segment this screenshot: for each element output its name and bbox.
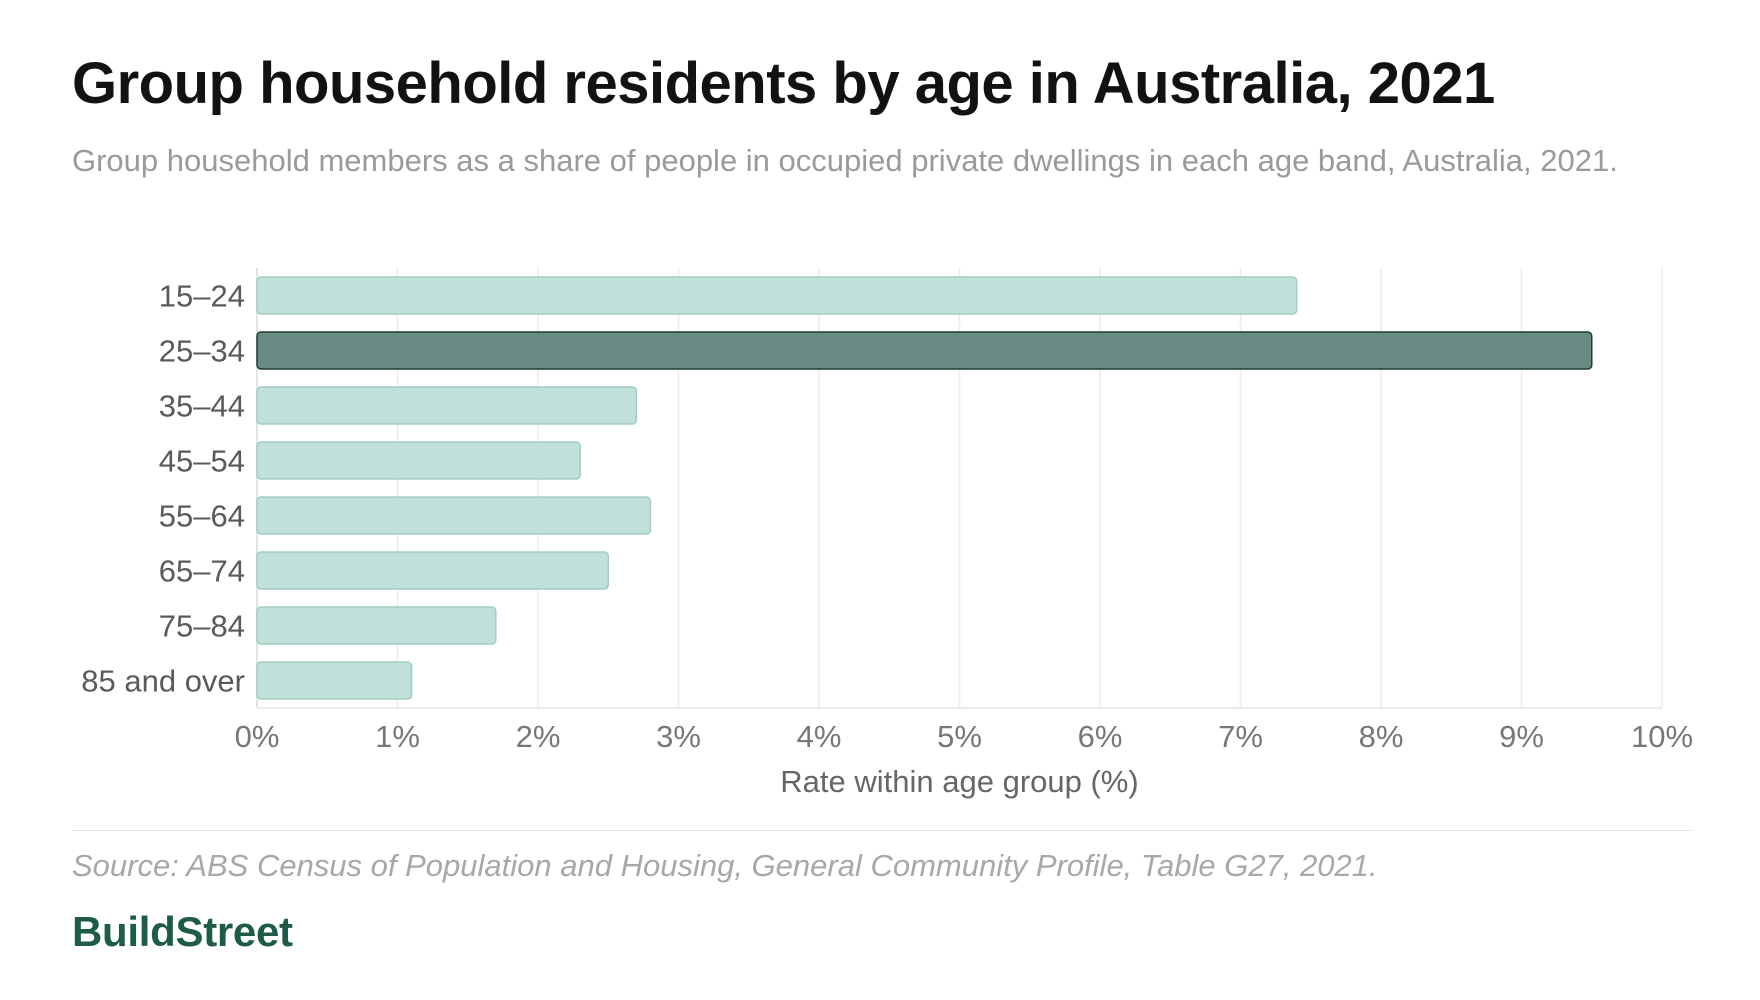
x-tick-label: 2% [516, 719, 561, 754]
category-label: 45–54 [159, 444, 245, 479]
chart-title: Group household residents by age in Aust… [72, 51, 1495, 116]
category-label: 65–74 [159, 554, 245, 589]
x-tick-label: 5% [937, 719, 982, 754]
bar [256, 551, 609, 590]
bar-chart: 15–24 25–34 35–44 45–54 55–64 65–74 75–84 85 an… [81, 268, 1693, 799]
x-tick-label: 0% [235, 719, 280, 754]
bar [256, 606, 497, 645]
bar [256, 496, 652, 535]
x-tick-label: 8% [1359, 719, 1404, 754]
category-label: 35–44 [159, 389, 245, 424]
bar [256, 276, 1298, 315]
bar [256, 661, 413, 700]
bar [256, 331, 1593, 370]
x-tick-label: 7% [1218, 719, 1263, 754]
bar [256, 386, 638, 425]
x-tick-label: 9% [1499, 719, 1544, 754]
category-label: 75–84 [159, 609, 245, 644]
x-tick-label: 10% [1631, 719, 1693, 754]
bar [256, 441, 581, 480]
footer-divider [72, 830, 1692, 831]
x-tick-label: 3% [656, 719, 701, 754]
x-tick-label: 1% [375, 719, 420, 754]
x-axis-label: Rate within age group (%) [780, 764, 1138, 799]
x-tick-label: 6% [1078, 719, 1123, 754]
category-label: 15–24 [159, 279, 245, 314]
brand-logo: BuildStreet [72, 908, 293, 955]
category-label: 25–34 [159, 334, 245, 369]
chart-subtitle: Group household members as a share of pe… [72, 143, 1618, 178]
category-label: 55–64 [159, 499, 245, 534]
source-note: Source: ABS Census of Population and Hou… [72, 848, 1378, 883]
x-tick-label: 4% [797, 719, 842, 754]
category-label: 85 and over [81, 664, 245, 699]
